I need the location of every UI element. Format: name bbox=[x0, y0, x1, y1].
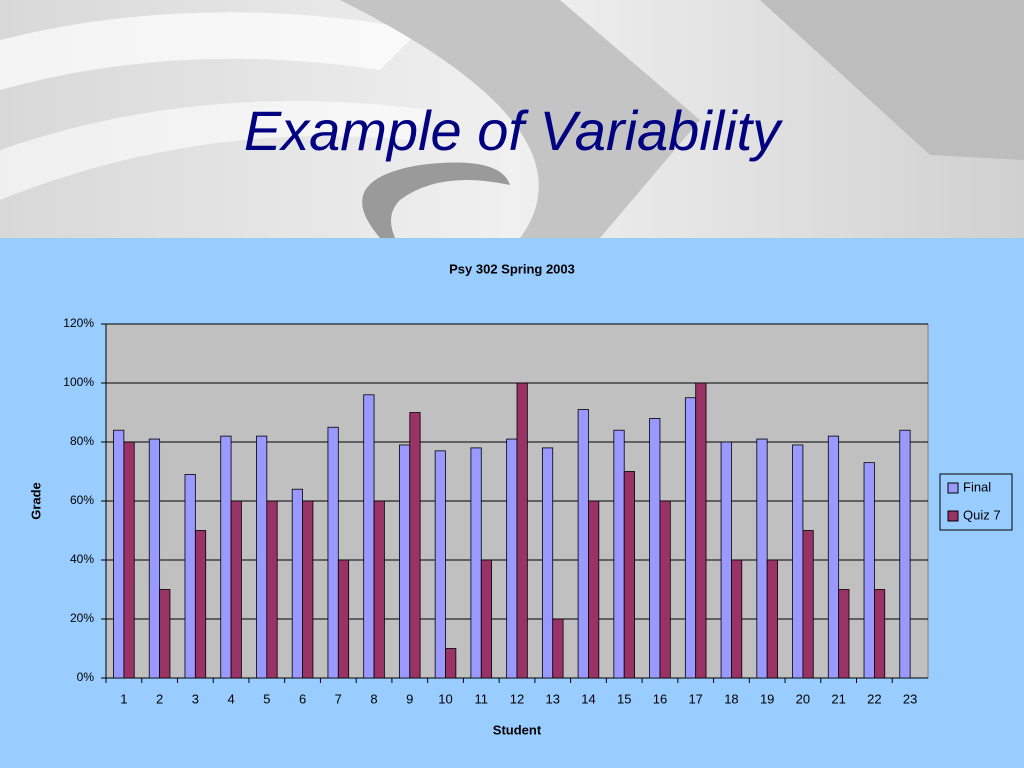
y-tick-label: 20% bbox=[70, 611, 94, 625]
bar bbox=[373, 500, 385, 679]
header-swoosh bbox=[0, 12, 420, 91]
bar bbox=[873, 589, 886, 679]
x-tick-label: 19 bbox=[760, 691, 774, 706]
bar bbox=[516, 382, 528, 679]
bar bbox=[434, 450, 446, 679]
chart-title: Psy 302 Spring 2003 bbox=[449, 261, 575, 276]
bar bbox=[363, 394, 375, 679]
x-tick-label: 13 bbox=[546, 691, 560, 706]
bar bbox=[194, 530, 207, 679]
x-tick-label: 21 bbox=[831, 691, 845, 706]
x-axis-label: Student bbox=[493, 722, 542, 737]
bar bbox=[337, 559, 350, 679]
bar bbox=[291, 488, 303, 679]
y-tick-label: 120% bbox=[63, 316, 94, 330]
bar bbox=[541, 447, 554, 679]
bar bbox=[113, 429, 125, 679]
header-swoosh bbox=[0, 101, 430, 200]
x-tick-label: 4 bbox=[227, 691, 234, 706]
x-tick-label: 11 bbox=[475, 691, 489, 706]
bar bbox=[827, 435, 840, 679]
bar bbox=[256, 435, 268, 679]
bar bbox=[588, 500, 600, 679]
bar bbox=[756, 438, 768, 679]
y-axis-label: Grade bbox=[28, 482, 43, 520]
y-tick-label: 80% bbox=[70, 434, 94, 448]
y-tick-label: 0% bbox=[77, 670, 95, 684]
bar bbox=[506, 438, 518, 679]
bar bbox=[577, 409, 589, 679]
bar bbox=[220, 435, 232, 679]
x-tick-label: 12 bbox=[510, 691, 524, 706]
x-tick-label: 15 bbox=[617, 691, 631, 706]
bar bbox=[159, 589, 171, 679]
y-tick-label: 40% bbox=[70, 552, 94, 566]
bar bbox=[802, 530, 814, 679]
bar bbox=[838, 589, 850, 679]
legend-swatch bbox=[947, 482, 959, 494]
bar bbox=[613, 429, 625, 679]
header-shape bbox=[362, 162, 510, 238]
bar bbox=[684, 397, 697, 679]
x-tick-label: 7 bbox=[335, 691, 342, 706]
bar bbox=[695, 382, 707, 679]
x-tick-label: 16 bbox=[653, 691, 667, 706]
header-shape bbox=[760, 0, 1024, 160]
legend-label: Final bbox=[963, 479, 991, 494]
y-tick-label: 100% bbox=[63, 375, 94, 389]
x-tick-label: 18 bbox=[724, 691, 738, 706]
bar bbox=[899, 429, 911, 679]
bar bbox=[409, 412, 421, 679]
header-shape bbox=[340, 0, 700, 238]
bar bbox=[731, 559, 743, 679]
x-tick-label: 1 bbox=[120, 691, 127, 706]
y-tick-label: 60% bbox=[70, 493, 94, 507]
x-tick-label: 3 bbox=[192, 691, 199, 706]
bar bbox=[184, 474, 196, 679]
bar bbox=[327, 426, 339, 679]
bar bbox=[445, 648, 457, 679]
bar bbox=[659, 500, 671, 679]
x-tick-label: 20 bbox=[796, 691, 810, 706]
bar bbox=[480, 559, 493, 679]
x-tick-label: 2 bbox=[156, 691, 163, 706]
x-tick-label: 5 bbox=[263, 691, 270, 706]
bar bbox=[266, 500, 278, 679]
x-tick-label: 10 bbox=[438, 691, 452, 706]
bar bbox=[148, 438, 161, 679]
bar bbox=[399, 444, 411, 679]
bar bbox=[230, 500, 242, 679]
bar bbox=[792, 444, 804, 679]
x-tick-label: 17 bbox=[688, 691, 702, 706]
x-tick-label: 6 bbox=[299, 691, 306, 706]
bar bbox=[766, 559, 778, 679]
x-tick-label: 8 bbox=[370, 691, 377, 706]
bar bbox=[649, 417, 661, 679]
legend-label: Quiz 7 bbox=[963, 507, 1001, 522]
legend-swatch bbox=[947, 510, 959, 522]
x-tick-label: 22 bbox=[867, 691, 881, 706]
bar bbox=[863, 462, 875, 679]
x-tick-label: 23 bbox=[903, 691, 917, 706]
slide-title: Example of Variability bbox=[244, 99, 783, 162]
bar bbox=[552, 618, 564, 679]
bar bbox=[470, 447, 482, 679]
x-tick-label: 9 bbox=[406, 691, 413, 706]
bar bbox=[623, 471, 635, 679]
bar bbox=[302, 500, 314, 679]
bar bbox=[720, 441, 732, 679]
bar bbox=[123, 441, 135, 679]
x-tick-label: 14 bbox=[581, 691, 595, 706]
